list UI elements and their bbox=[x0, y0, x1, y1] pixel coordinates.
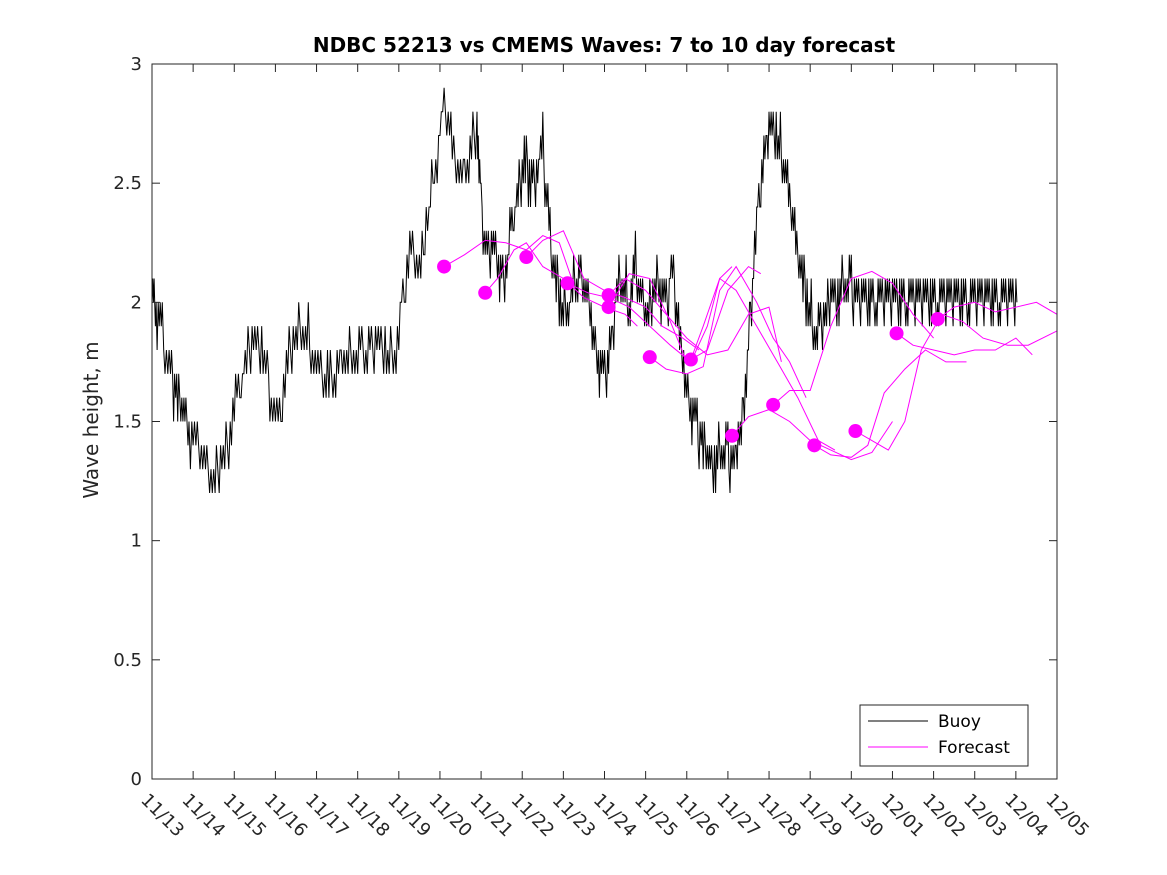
forecast-start-point bbox=[889, 326, 904, 341]
forecast-series-line bbox=[814, 349, 967, 458]
y-tick-label: 3 bbox=[131, 54, 142, 75]
forecast-series-line bbox=[443, 235, 573, 279]
chart-title: NDBC 52213 vs CMEMS Waves: 7 to 10 day f… bbox=[313, 33, 896, 57]
y-tick-label: 0.5 bbox=[113, 650, 142, 671]
forecast-start-point bbox=[930, 312, 945, 327]
forecast-start-point bbox=[642, 350, 657, 365]
y-tick-label: 1.5 bbox=[113, 412, 142, 433]
forecast-start-point bbox=[478, 285, 493, 300]
y-tick-label: 1 bbox=[131, 531, 142, 552]
y-axis-label: Wave height, m bbox=[79, 341, 103, 498]
forecast-series-line bbox=[484, 242, 638, 327]
forecast-series-line bbox=[567, 266, 733, 363]
forecast-start-point bbox=[848, 424, 863, 439]
y-tick-label: 2.5 bbox=[113, 173, 142, 194]
forecast-start-point bbox=[519, 250, 534, 265]
forecast-start-point bbox=[601, 288, 616, 303]
forecast-start-point bbox=[560, 276, 575, 291]
buoy-series-line bbox=[151, 87, 1018, 494]
y-tick-label: 0 bbox=[131, 769, 142, 790]
y-tick-label: 2 bbox=[131, 292, 142, 313]
forecast-start-point bbox=[807, 438, 822, 453]
forecast-series-line bbox=[896, 332, 1033, 356]
forecast-start-point bbox=[766, 397, 781, 412]
legend-forecast-label: Forecast bbox=[938, 738, 1010, 758]
legend-box bbox=[859, 704, 1029, 767]
forecast-series-line bbox=[690, 277, 836, 451]
legend: Buoy Forecast bbox=[859, 704, 1029, 767]
forecast-start-point bbox=[725, 428, 740, 443]
forecast-series-line bbox=[772, 270, 934, 406]
forecast-series-line bbox=[649, 265, 807, 398]
forecast-series-line bbox=[937, 301, 1058, 320]
y-axis: 0 0.5 1 1.5 2 2.5 3 bbox=[113, 54, 1057, 790]
forecast-start-point bbox=[683, 352, 698, 367]
forecast-series-line bbox=[608, 277, 782, 363]
forecast-start-point bbox=[601, 300, 616, 315]
forecast-start-point bbox=[437, 259, 452, 274]
plot-series-group bbox=[151, 87, 1058, 494]
legend-buoy-label: Buoy bbox=[938, 712, 981, 732]
